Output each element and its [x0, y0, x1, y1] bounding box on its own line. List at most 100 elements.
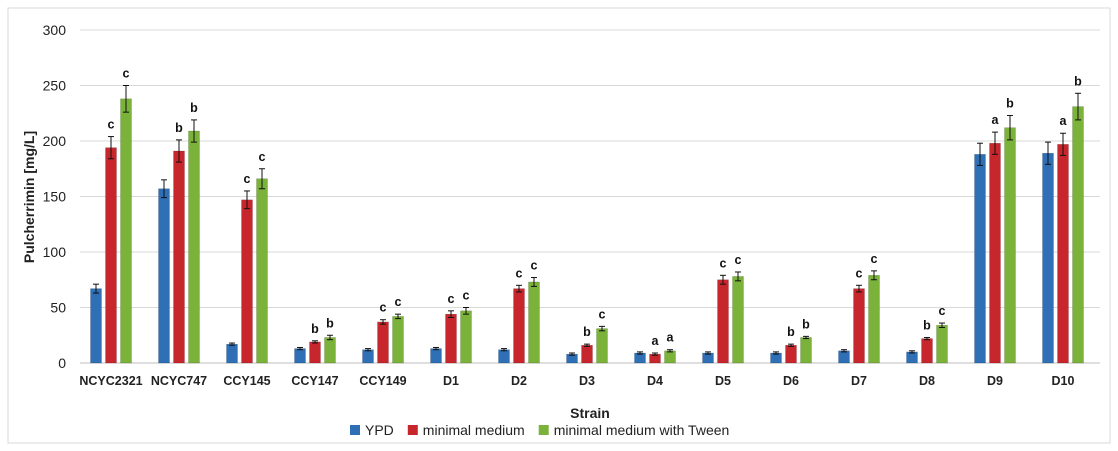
bar — [513, 288, 525, 364]
bar — [294, 348, 306, 364]
bar — [853, 288, 865, 364]
bar — [664, 350, 676, 364]
bar — [528, 281, 540, 364]
x-tick-label: D8 — [919, 374, 935, 388]
bar — [868, 275, 880, 364]
y-tick-label: 300 — [43, 22, 67, 38]
x-tick-label: D7 — [851, 374, 867, 388]
bar — [460, 310, 472, 364]
bar — [188, 130, 200, 364]
x-tick-label: CCY147 — [291, 374, 338, 388]
significance-label: b — [311, 322, 319, 336]
x-tick-label: D10 — [1052, 374, 1075, 388]
significance-label: c — [380, 301, 387, 315]
bar — [596, 328, 608, 364]
bar — [838, 350, 850, 364]
bar — [324, 337, 336, 364]
x-tick-label: D4 — [647, 374, 663, 388]
significance-label: b — [1006, 96, 1014, 110]
legend-label: minimal medium — [423, 422, 525, 438]
bar — [906, 351, 918, 364]
significance-label: a — [667, 331, 675, 345]
bar — [90, 288, 102, 364]
bar — [120, 98, 132, 364]
legend: YPD minimal medium minimal medium with Twe… — [350, 422, 729, 438]
significance-label: c — [108, 118, 115, 132]
bar — [785, 344, 797, 364]
legend-label: YPD — [365, 422, 394, 438]
bar — [158, 188, 170, 364]
bar — [445, 313, 457, 364]
bar — [974, 154, 986, 364]
x-tick-label: CCY145 — [223, 374, 270, 388]
x-tick-label: NCYC2321 — [79, 374, 142, 388]
significance-label: b — [923, 318, 931, 332]
bar — [717, 279, 729, 364]
x-tick-label: D2 — [511, 374, 527, 388]
legend-swatch — [407, 425, 418, 435]
significance-label: c — [123, 67, 130, 81]
y-tick-label: 150 — [43, 189, 67, 205]
significance-label: c — [856, 266, 863, 280]
significance-label: c — [939, 304, 946, 318]
significance-label: c — [448, 292, 455, 306]
bar — [241, 199, 253, 364]
significance-label: b — [802, 317, 810, 331]
significance-label: c — [516, 266, 523, 280]
bar — [989, 142, 1001, 364]
x-tick-label: D9 — [987, 374, 1003, 388]
significance-label: a — [1060, 114, 1068, 128]
bar — [1004, 127, 1016, 364]
significance-label: c — [259, 150, 266, 164]
bar — [921, 338, 933, 364]
x-axis: NCYC2321 NCYC747 CCY145 CCY147 CCY149 D1 D2 D3 D… — [79, 374, 1074, 388]
x-tick-label: CCY149 — [359, 374, 406, 388]
significance-label: b — [583, 325, 591, 339]
y-tick-label: 100 — [43, 244, 67, 260]
x-axis-title: Strain — [570, 405, 610, 421]
x-tick-label: D5 — [715, 374, 731, 388]
bar — [498, 349, 510, 364]
significance-label: b — [190, 101, 198, 115]
bar — [1057, 144, 1069, 364]
legend-label: minimal medium with Tween — [554, 422, 730, 438]
significance-label: c — [720, 256, 727, 270]
x-tick-label: D1 — [443, 374, 459, 388]
x-tick-label: NCYC747 — [151, 374, 207, 388]
bar — [377, 321, 389, 364]
significance-label: b — [787, 325, 795, 339]
bar — [105, 147, 117, 364]
bar — [1042, 152, 1054, 364]
bar — [173, 150, 185, 364]
significance-label: c — [463, 289, 470, 303]
bar — [732, 276, 744, 364]
bar — [309, 341, 321, 364]
y-tick-label: 200 — [43, 133, 67, 149]
bar — [392, 316, 404, 364]
significance-label: c — [599, 307, 606, 321]
significance-label: a — [652, 334, 660, 348]
x-tick-label: D6 — [783, 374, 799, 388]
y-tick-label: 250 — [43, 78, 67, 94]
y-axis: 0 50 100 150 200 250 300 — [43, 22, 67, 371]
legend-swatch — [538, 425, 549, 435]
significance-label: c — [531, 259, 538, 273]
y-axis-title: Pulcherrimin [mg/L] — [21, 131, 37, 263]
bar — [936, 325, 948, 364]
significance-label: b — [1074, 74, 1082, 88]
bar — [581, 344, 593, 364]
significance-label: c — [244, 172, 251, 186]
bar — [226, 343, 238, 364]
significance-label: a — [992, 113, 1000, 127]
bar — [430, 348, 442, 364]
bar — [1072, 106, 1084, 364]
y-tick-label: 0 — [58, 355, 66, 371]
bar — [800, 337, 812, 364]
significance-label: c — [735, 253, 742, 267]
bar — [256, 178, 268, 364]
bar — [362, 349, 374, 364]
significance-label: c — [395, 295, 402, 309]
significance-label: c — [871, 252, 878, 266]
